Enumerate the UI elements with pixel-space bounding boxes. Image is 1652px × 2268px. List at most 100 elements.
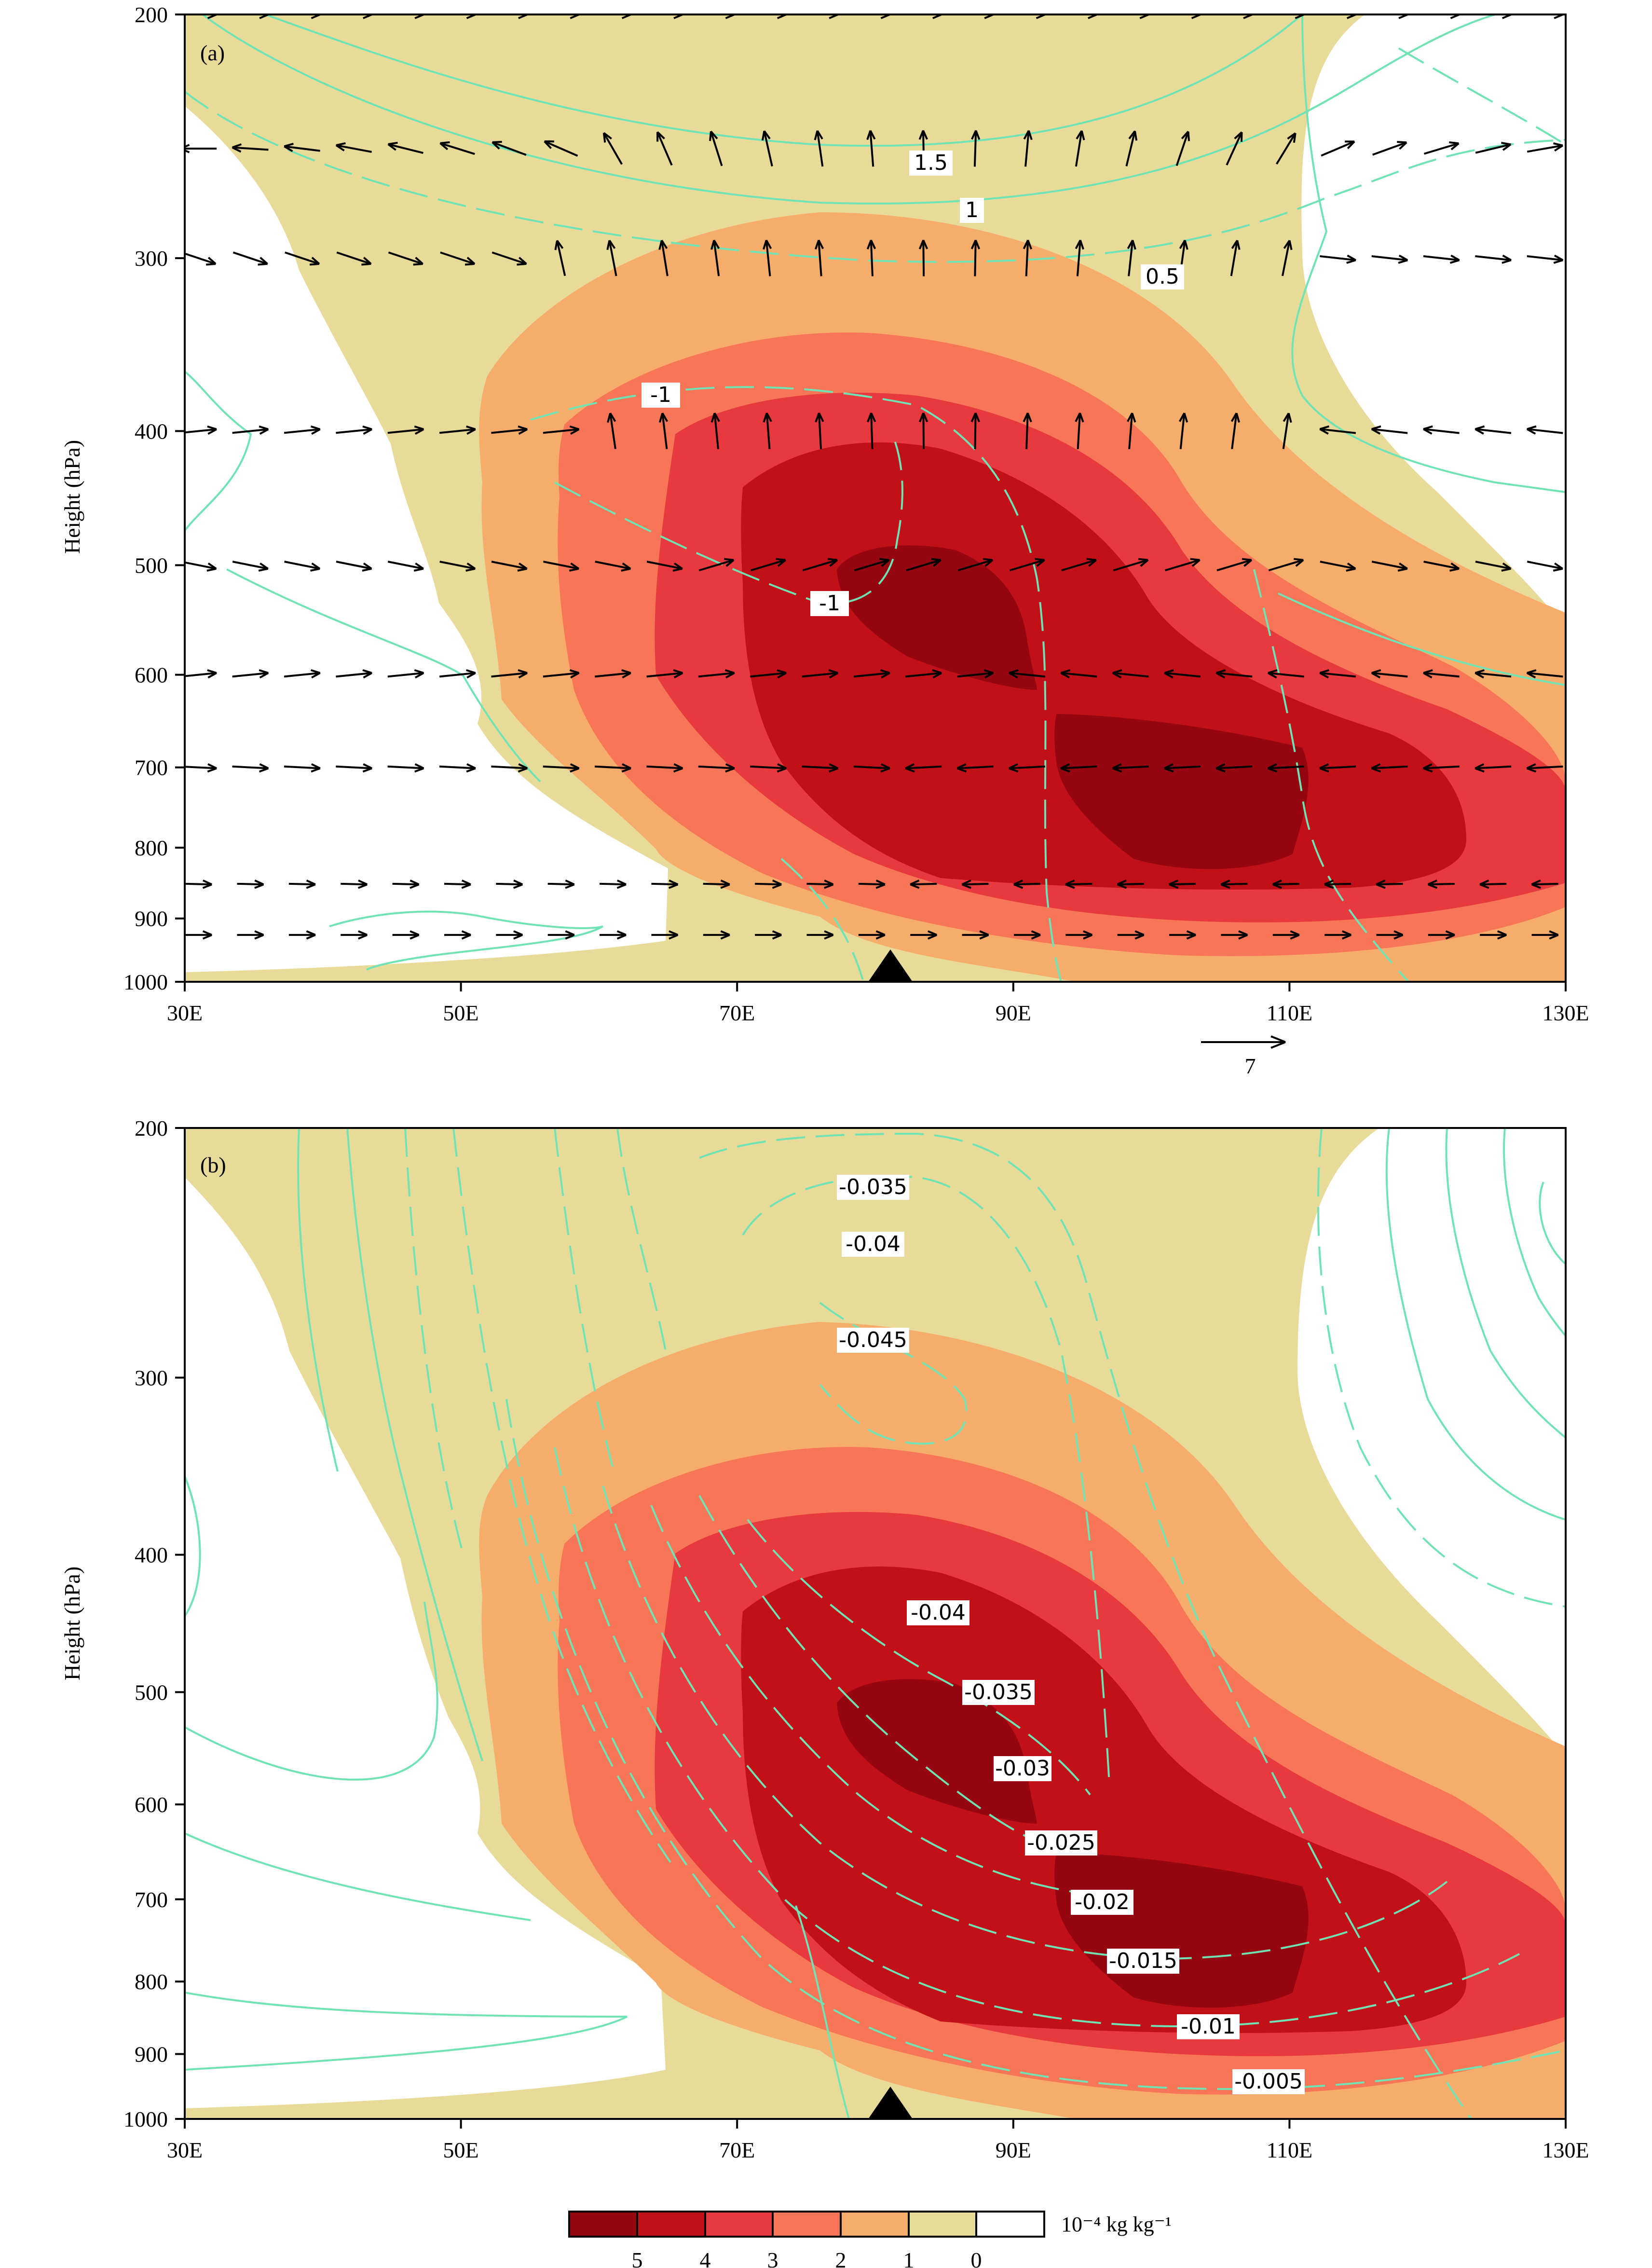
- panel-a-reference-vector: 7: [1201, 1035, 1286, 1078]
- wind-vector: [1376, 930, 1404, 940]
- panel-a-contour-label-0p5: 0.5: [1146, 264, 1179, 289]
- wind-vector: [802, 763, 839, 773]
- wind-vector: [1060, 763, 1097, 773]
- panel-a-chart: 1.5 1 0.5 -1 -1 (a) 30E 50E 70E 90E 110E 130E…: [60, 2, 1589, 1078]
- wind-vector: [341, 880, 368, 889]
- wind-vector: [970, 412, 980, 450]
- wind-vector: [814, 239, 824, 276]
- colorbar-swatch-neg: [976, 2212, 1044, 2237]
- panel-b-contour-label-6: -0.03: [995, 1756, 1050, 1781]
- wind-vector: [1113, 558, 1149, 572]
- panel-b-contour-right-4: [1503, 1128, 1566, 1337]
- wind-vector: [185, 930, 212, 940]
- wind-vector: [1230, 240, 1241, 276]
- panel-a-contour-label-neg1-upper: -1: [650, 383, 671, 407]
- wind-vector: [439, 141, 475, 155]
- wind-vector: [755, 880, 782, 889]
- wind-vector: [802, 558, 838, 572]
- wind-vector: [491, 561, 528, 572]
- panel-b-contour-label-10: -0.01: [1181, 2014, 1236, 2039]
- wind-vector: [658, 412, 669, 449]
- wind-vector: [656, 131, 673, 166]
- wind-vector: [1531, 880, 1558, 889]
- panel-a-contour-0p5: [185, 91, 1566, 263]
- wind-vector: [392, 880, 420, 889]
- panel-b-contour-label-1: -0.035: [839, 1175, 907, 1199]
- wind-vector: [543, 763, 580, 773]
- wind-vector: [232, 669, 269, 679]
- panel-a-x-tick-label: 70E: [719, 1001, 755, 1025]
- colorbar-tick-3: 3: [767, 2248, 778, 2268]
- colorbar-tick-0: 0: [971, 2248, 982, 2268]
- panel-a-contour-right3: [1253, 569, 1409, 982]
- wind-vector: [651, 930, 679, 940]
- colorbar-tick-5: 5: [632, 2248, 643, 2268]
- wind-vector: [1272, 880, 1299, 889]
- wind-vector: [1075, 239, 1084, 276]
- wind-vector: [1376, 880, 1403, 889]
- panel-a-contour-bottom2: [780, 858, 864, 982]
- panel-a-x-tick-label: 50E: [443, 1001, 479, 1025]
- wind-vector: [547, 880, 575, 889]
- wind-vector: [185, 669, 217, 679]
- panel-a-terrain-marker: [868, 949, 913, 982]
- wind-vector: [971, 130, 981, 167]
- wind-vector: [703, 880, 730, 889]
- panel-a-y-tick-label: 800: [135, 836, 168, 860]
- wind-vector: [1324, 930, 1352, 940]
- wind-vector: [1372, 141, 1407, 156]
- wind-vector: [492, 140, 527, 156]
- wind-vector: [1475, 142, 1512, 154]
- wind-vector: [185, 880, 212, 889]
- wind-vector: [866, 130, 876, 167]
- wind-vector: [806, 880, 834, 889]
- wind-vector: [1423, 141, 1460, 155]
- wind-vector: [185, 252, 217, 266]
- wind-vector: [858, 930, 886, 940]
- panel-a-y-tick-label: 1000: [123, 970, 168, 994]
- wind-vector: [544, 140, 578, 157]
- panel-a-contour-label-1: 1: [965, 198, 979, 222]
- panel-a-contour-right2: [1278, 592, 1566, 686]
- wind-vector: [288, 880, 316, 889]
- panel-b-contour-solid-7: [795, 1905, 850, 2119]
- wind-vector: [232, 763, 269, 773]
- panel-a-x-tick-label: 30E: [167, 1001, 203, 1025]
- wind-vector: [1165, 558, 1201, 572]
- wind-vector: [1230, 412, 1240, 449]
- colorbar-swatch-2: [773, 2212, 841, 2237]
- panel-b-x-tick-label: 110E: [1267, 2138, 1312, 2162]
- panel-a-y-axis-title: Height (hPa): [60, 440, 84, 554]
- wind-vector: [185, 561, 217, 572]
- wind-vector: [491, 763, 528, 773]
- panel-b-contours: [185, 1128, 1566, 2119]
- panel-a-y-tick-label: 900: [135, 907, 168, 931]
- wind-vector: [1428, 880, 1455, 889]
- wind-vector: [1112, 669, 1149, 679]
- panel-b-contour-solid-2: [297, 1128, 339, 1472]
- colorbar-swatch-5: [569, 2212, 637, 2237]
- wind-vector: [961, 880, 989, 889]
- wind-vector: [543, 425, 580, 435]
- panel-b-y-tick-label: 500: [135, 1680, 168, 1704]
- panel-b-contour-diag-2: [698, 1495, 1042, 1844]
- wind-vector: [336, 763, 373, 773]
- wind-vector: [1371, 254, 1408, 264]
- panel-b-contour-label-8: -0.02: [1075, 1890, 1130, 1914]
- panel-b-axes: 30E 50E 70E 90E 110E 130E 200 300 400 500 600 700 80…: [123, 1116, 1589, 2162]
- colorbar-tick-1: 1: [903, 2248, 915, 2268]
- panel-b-contour-left-3: [554, 1128, 614, 1467]
- panel-b-y-tick-label: 1000: [123, 2107, 168, 2131]
- wind-vector: [547, 930, 575, 940]
- panel-b-plot-area: [185, 1128, 1566, 2119]
- wind-vector: [1267, 669, 1304, 679]
- panel-b-x-tick-label: 70E: [719, 2138, 755, 2162]
- wind-vector: [1164, 763, 1201, 773]
- wind-vector: [815, 412, 824, 450]
- panel-a-contour-left: [185, 371, 252, 532]
- colorbar-unit: 10⁻⁴ kg kg⁻¹: [1061, 2213, 1172, 2236]
- wind-vector: [1164, 669, 1201, 679]
- wind-vector: [853, 763, 890, 773]
- wind-vector: [496, 930, 523, 940]
